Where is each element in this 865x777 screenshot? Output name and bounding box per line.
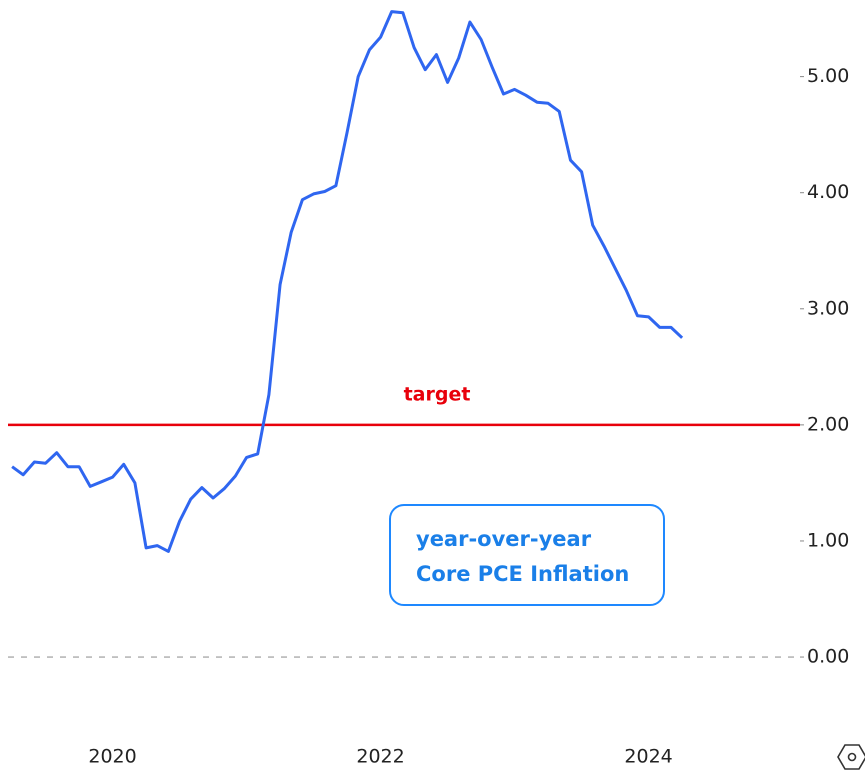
y-tick-label: 1.00 bbox=[807, 529, 849, 551]
settings-icon[interactable] bbox=[837, 744, 865, 770]
y-tick-label: 5.00 bbox=[807, 65, 849, 87]
target-label: target bbox=[404, 383, 471, 405]
data-line bbox=[11, 10, 684, 553]
annotation: year-over-year bbox=[416, 527, 592, 551]
y-tick-label: 4.00 bbox=[807, 181, 849, 203]
y-tick-label: 0.00 bbox=[807, 646, 849, 668]
x-tick-label: 2022 bbox=[356, 746, 404, 768]
annotation-box bbox=[389, 504, 665, 606]
annotation: Core PCE Inflation bbox=[416, 562, 629, 586]
y-tick-label: 2.00 bbox=[807, 413, 849, 435]
y-tick-label: 3.00 bbox=[807, 297, 849, 319]
x-tick-label: 2024 bbox=[624, 746, 672, 768]
x-tick-label: 2020 bbox=[88, 746, 136, 768]
